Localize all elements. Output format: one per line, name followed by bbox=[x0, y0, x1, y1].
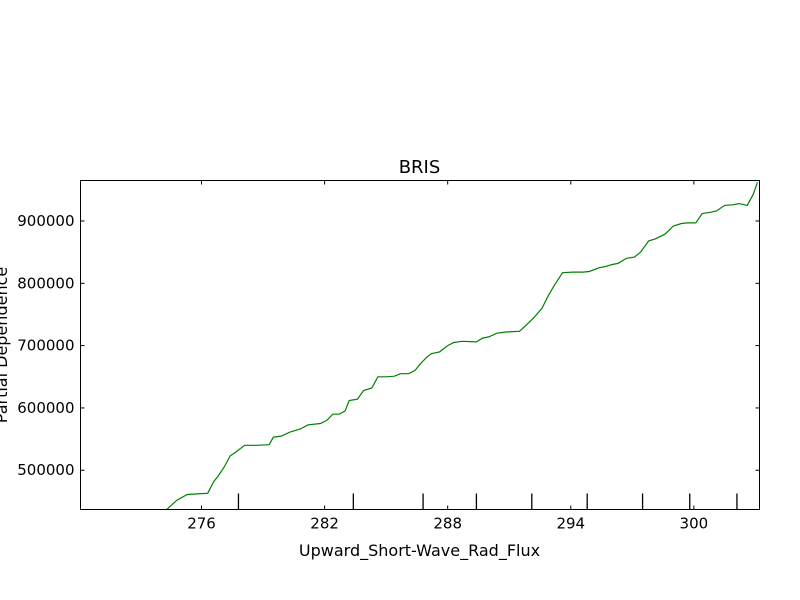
x-axis-label: Upward_Short-Wave_Rad_Flux bbox=[299, 541, 540, 561]
plot-area bbox=[166, 182, 758, 510]
series-line-1 bbox=[166, 182, 758, 510]
x-tick-label: 276 bbox=[187, 515, 216, 533]
x-tick-label: 294 bbox=[556, 515, 585, 533]
y-axis: 500000 600000 700000 800000 900000 bbox=[17, 212, 760, 479]
x-tick-label: 282 bbox=[310, 515, 339, 533]
y-tick-label: 800000 bbox=[17, 274, 74, 292]
x-tick-label: 288 bbox=[433, 515, 462, 533]
y-tick-label: 600000 bbox=[17, 399, 74, 417]
plot-frame bbox=[80, 180, 760, 510]
y-tick-label: 500000 bbox=[17, 461, 74, 479]
y-tick-label: 700000 bbox=[17, 337, 74, 355]
y-tick-label: 900000 bbox=[17, 212, 74, 230]
x-axis: 276 282 288 294 300 bbox=[187, 180, 709, 533]
x-tick-label: 300 bbox=[680, 515, 709, 533]
y-axis-label: Partial Dependence bbox=[0, 267, 11, 423]
chart-title: BRIS bbox=[399, 157, 441, 178]
rug-marks bbox=[237, 493, 738, 510]
